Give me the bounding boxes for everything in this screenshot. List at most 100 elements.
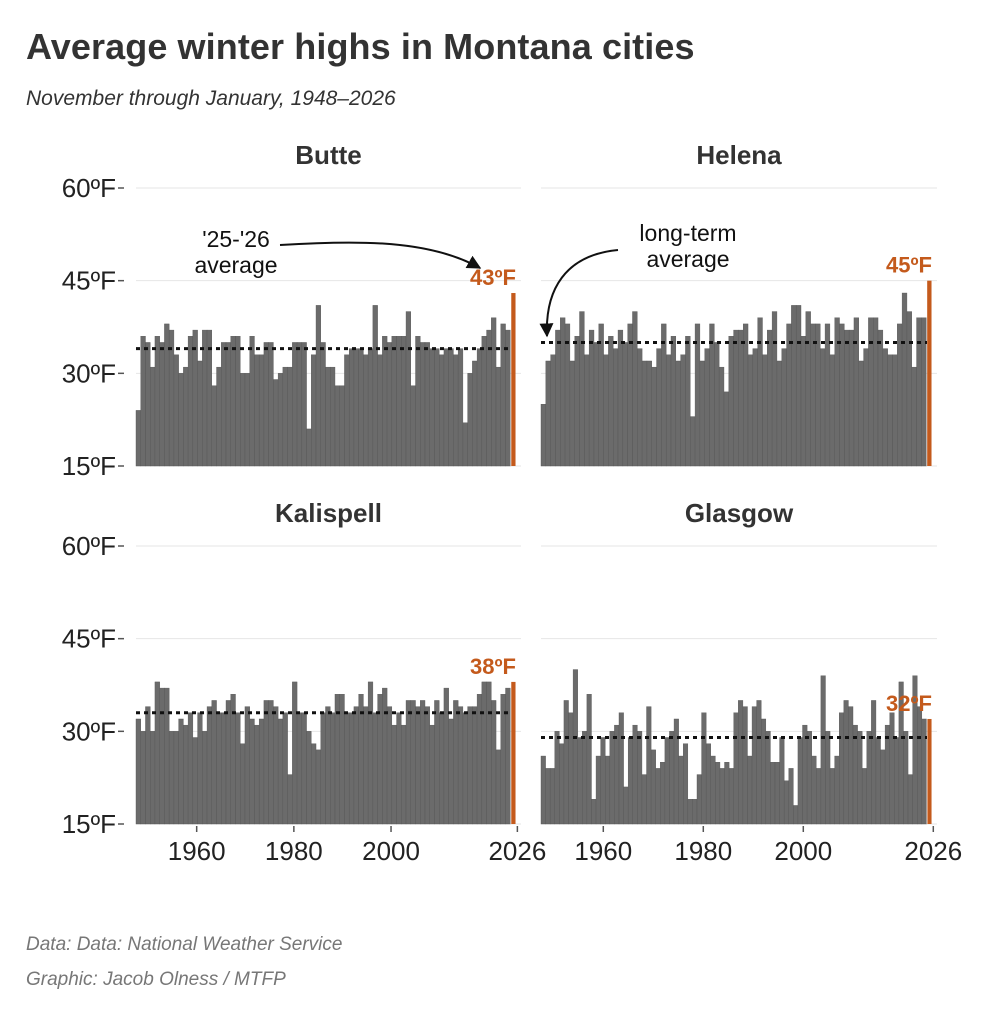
bar bbox=[733, 712, 739, 825]
bar bbox=[311, 354, 317, 467]
bar bbox=[853, 317, 859, 467]
bar bbox=[540, 755, 546, 825]
bar bbox=[839, 712, 845, 825]
bar bbox=[448, 348, 454, 467]
bar bbox=[320, 342, 326, 467]
bar bbox=[443, 348, 449, 467]
bar bbox=[618, 712, 624, 825]
bar bbox=[614, 724, 620, 825]
bar bbox=[154, 336, 160, 467]
panel-title: Kalispell bbox=[275, 498, 382, 528]
bar bbox=[202, 731, 208, 825]
bar bbox=[540, 404, 547, 467]
bar bbox=[771, 311, 778, 467]
bar bbox=[372, 305, 378, 467]
bar bbox=[495, 366, 501, 467]
bar bbox=[834, 317, 840, 467]
bar bbox=[434, 348, 440, 467]
bar bbox=[829, 354, 835, 467]
bar bbox=[386, 706, 393, 825]
bar bbox=[705, 743, 711, 825]
bar bbox=[699, 360, 705, 467]
bar bbox=[747, 755, 753, 825]
annotation-arrow bbox=[539, 249, 619, 338]
bar bbox=[627, 323, 633, 467]
bar bbox=[429, 348, 435, 467]
bar bbox=[632, 724, 638, 825]
bar bbox=[178, 718, 184, 825]
bar bbox=[795, 305, 802, 467]
bar bbox=[825, 731, 831, 825]
bar bbox=[656, 348, 662, 467]
bar bbox=[292, 681, 298, 825]
bar bbox=[627, 737, 633, 825]
bar bbox=[646, 706, 652, 825]
bar bbox=[788, 768, 794, 825]
bar bbox=[439, 354, 445, 467]
bar bbox=[584, 354, 590, 467]
bar bbox=[793, 805, 799, 825]
bar bbox=[800, 336, 807, 467]
bar bbox=[410, 385, 416, 467]
bar bbox=[690, 416, 696, 467]
bar bbox=[894, 737, 900, 825]
bar bbox=[221, 712, 227, 825]
bar bbox=[273, 379, 279, 467]
bar bbox=[173, 354, 179, 467]
bar bbox=[443, 687, 449, 825]
bar bbox=[591, 799, 597, 825]
bar bbox=[683, 743, 689, 825]
bar bbox=[230, 336, 236, 467]
bar bbox=[728, 768, 734, 825]
bar bbox=[486, 329, 492, 467]
bar bbox=[363, 354, 369, 467]
bar bbox=[810, 323, 816, 467]
bar bbox=[911, 366, 917, 467]
bar bbox=[235, 336, 241, 467]
bar bbox=[696, 774, 702, 825]
bar bbox=[197, 360, 203, 467]
bar bbox=[820, 675, 826, 825]
bar bbox=[848, 706, 854, 825]
y-tick-label: 30ºF bbox=[62, 716, 116, 746]
bar bbox=[240, 743, 246, 825]
bar bbox=[287, 366, 293, 467]
x-tick-label: 2000 bbox=[362, 836, 420, 866]
bar bbox=[486, 681, 492, 825]
chart-title: Average winter highs in Montana cities bbox=[26, 26, 695, 67]
panel-kalispell: Kalispell 15ºF 30ºF 45ºF 60ºF 38ºF 1960 1980 200… bbox=[62, 498, 547, 866]
bar bbox=[637, 348, 643, 467]
bar bbox=[453, 354, 459, 467]
bar bbox=[467, 373, 473, 467]
bar bbox=[476, 348, 483, 467]
bar bbox=[211, 385, 217, 467]
bar bbox=[617, 329, 624, 467]
bar bbox=[462, 712, 468, 825]
bar bbox=[692, 799, 698, 825]
bar bbox=[687, 799, 693, 825]
bar bbox=[367, 681, 374, 825]
bar bbox=[254, 724, 260, 825]
annotation-text: average bbox=[646, 246, 729, 272]
bar bbox=[776, 360, 782, 467]
bar bbox=[641, 774, 647, 825]
bar bbox=[863, 348, 869, 467]
bar bbox=[168, 329, 175, 467]
bar bbox=[723, 391, 729, 467]
annotation-text: '25-'26 bbox=[202, 226, 270, 252]
bar bbox=[797, 737, 803, 825]
bar bbox=[600, 737, 606, 825]
bar bbox=[140, 731, 146, 825]
x-tick-label: 2026 bbox=[488, 836, 546, 866]
bar bbox=[372, 712, 378, 825]
bar bbox=[221, 342, 227, 467]
bar bbox=[135, 410, 141, 467]
bar bbox=[670, 336, 677, 467]
bar bbox=[424, 706, 430, 825]
bar bbox=[500, 323, 506, 467]
bar bbox=[462, 422, 468, 467]
bar bbox=[665, 354, 672, 467]
bar bbox=[921, 718, 927, 825]
bar bbox=[917, 706, 923, 825]
bar bbox=[892, 354, 898, 467]
